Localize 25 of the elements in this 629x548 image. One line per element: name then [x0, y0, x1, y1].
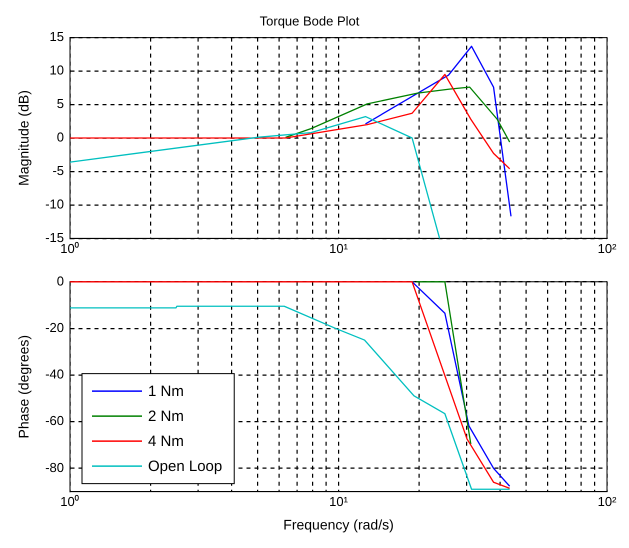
y-tick-label: -20: [45, 320, 64, 335]
legend-label: 4 Nm: [148, 433, 184, 450]
y-tick-label: -15: [45, 230, 64, 245]
y-tick-label: -10: [45, 196, 64, 212]
x-axis-title: Frequency (rad/s): [283, 516, 394, 532]
y-tick-label: 5: [56, 96, 64, 112]
y-tick-label: 15: [50, 29, 64, 44]
y-tick-label: -5: [52, 163, 64, 178]
x-tick-label: 10¹: [329, 494, 349, 509]
y-axis-title: Phase (degrees): [15, 334, 32, 438]
legend-label: Open Loop: [148, 458, 222, 476]
y-tick-label: -40: [45, 366, 64, 382]
x-tick-label: 10⁰: [60, 494, 80, 509]
y-tick-label: 0: [56, 273, 64, 288]
x-tick-label: 10²: [598, 240, 618, 256]
y-tick-label: 10: [50, 62, 64, 78]
legend-label: 2 Nm: [148, 408, 184, 426]
legend-label: 1 Nm: [148, 383, 184, 400]
y-tick-label: -60: [45, 413, 64, 428]
chart-title: Torque Bode Plot: [260, 13, 360, 28]
x-tick-label: 10¹: [329, 240, 349, 256]
y-axis-title: Magnitude (dB): [15, 90, 32, 186]
y-tick-label: -80: [45, 460, 64, 475]
y-tick-label: 0: [56, 130, 64, 145]
x-tick-label: 10²: [598, 494, 618, 509]
